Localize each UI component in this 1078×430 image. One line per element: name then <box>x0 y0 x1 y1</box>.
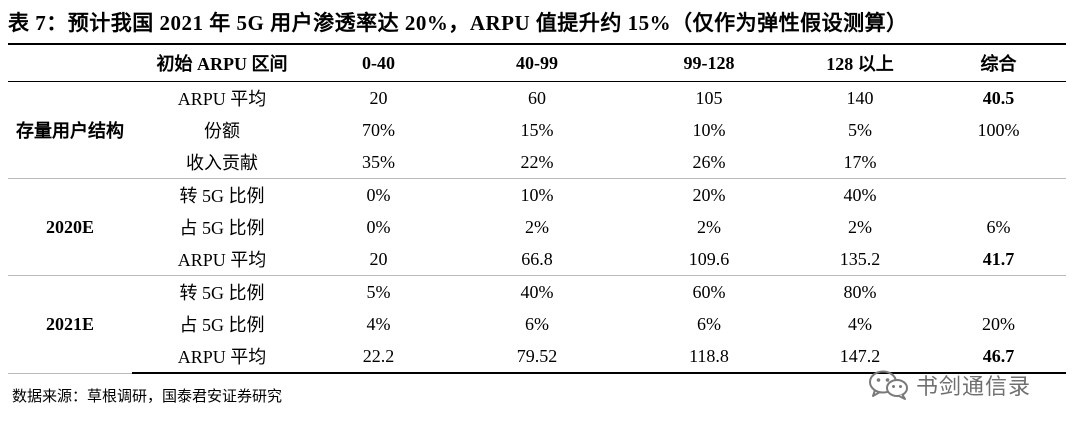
column-header: 0-40 <box>312 43 445 82</box>
table-row: ARPU 平均 22.2 79.52 118.8 147.2 46.7 <box>8 340 1066 374</box>
total-cell: 40.5 <box>982 87 1015 108</box>
value-cell: 26% <box>629 146 789 179</box>
value-cell: 10% <box>520 184 554 205</box>
wechat-icon <box>869 370 908 400</box>
total-cell: 46.7 <box>931 340 1066 374</box>
value-cell: 0% <box>366 216 391 237</box>
table-row: 2021E 转 5G 比例 5% 40% 60% 80% <box>8 275 1066 374</box>
value-cell: 6% <box>697 313 721 334</box>
watermark-text: 书剑通信录 <box>916 375 1032 400</box>
value-cell: 22.2 <box>312 340 445 374</box>
value-cell: 35% <box>312 146 445 179</box>
value-cell: 40% <box>843 184 877 205</box>
value-cell: 70% <box>362 119 395 140</box>
metric-label: ARPU 平均 <box>177 89 267 109</box>
header-row: 初始 ARPU 区间 0-40 40-99 99-128 128 以上 综合 <box>8 43 1066 82</box>
column-header: 128 以上 <box>789 43 931 82</box>
value-cell: 20% <box>692 184 726 205</box>
metric-label: ARPU 平均 <box>132 243 312 276</box>
value-cell: 0% <box>366 184 391 205</box>
value-cell: 60% <box>692 281 726 302</box>
column-header: 初始 ARPU 区间 <box>132 43 312 82</box>
value-cell: 2% <box>697 216 721 237</box>
group-label: 2021E <box>8 275 132 374</box>
table-row: ARPU 平均 20 66.8 109.6 135.2 41.7 <box>8 243 1066 276</box>
value-cell: 40% <box>520 281 554 302</box>
value-cell: 147.2 <box>789 340 931 374</box>
value-cell: 2% <box>525 216 549 237</box>
column-header <box>8 43 132 82</box>
total-cell: 41.7 <box>931 243 1066 276</box>
value-cell: 79.52 <box>445 340 629 374</box>
value-cell: 60 <box>528 87 546 108</box>
total-cell <box>931 276 1066 309</box>
column-header: 综合 <box>931 43 1066 82</box>
total-cell <box>931 179 1066 212</box>
column-header: 40-99 <box>445 43 629 82</box>
value-cell: 15% <box>520 119 554 140</box>
value-cell: 4% <box>366 313 391 334</box>
data-table: 初始 ARPU 区间 0-40 40-99 99-128 128 以上 综合 存量用户结构 A… <box>8 43 1066 374</box>
value-cell: 22% <box>445 146 629 179</box>
table-row: 占 5G 比例 0% 2% 2% 2% 6% <box>8 211 1066 243</box>
metric-label: 收入贡献 <box>132 146 312 179</box>
watermark: 书剑通信录 <box>868 368 1031 402</box>
value-cell: 17% <box>789 146 931 179</box>
value-cell: 105 <box>695 87 723 108</box>
source-note: 数据来源：草根调研，国泰君安证券研究 <box>12 389 283 405</box>
metric-label: 转 5G 比例 <box>179 283 265 303</box>
value-cell: 4% <box>848 313 872 334</box>
value-cell: 6% <box>525 313 549 334</box>
table-row: 占 5G 比例 4% 6% 6% 4% 20% <box>8 308 1066 340</box>
total-cell: 6% <box>986 216 1011 237</box>
total-cell <box>931 146 1066 179</box>
metric-label: 份额 <box>204 121 240 141</box>
value-cell: 80% <box>843 281 877 302</box>
value-cell: 109.6 <box>629 243 789 276</box>
table-row: 2020E 转 5G 比例 0% 10% 20% 40% <box>8 178 1066 276</box>
value-cell: 5% <box>848 119 872 140</box>
value-cell: 20 <box>369 87 388 108</box>
value-cell: 5% <box>366 281 391 302</box>
table-row: 存量用户结构 ARPU 平均 20 60 105 140 40.5 <box>8 81 1066 179</box>
metric-label: ARPU 平均 <box>132 340 312 374</box>
group-label: 2020E <box>8 178 132 276</box>
metric-label: 转 5G 比例 <box>179 186 265 206</box>
column-header: 99-128 <box>629 43 789 82</box>
value-cell: 66.8 <box>445 243 629 276</box>
group-label: 存量用户结构 <box>8 81 132 179</box>
metric-label: 占 5G 比例 <box>179 315 265 335</box>
metric-label: 占 5G 比例 <box>179 218 265 238</box>
table-row: 收入贡献 35% 22% 26% 17% <box>8 146 1066 179</box>
table-title: 表 7：预计我国 2021 年 5G 用户渗透率达 20%，ARPU 值提升约 … <box>8 11 908 35</box>
value-cell: 20 <box>312 243 445 276</box>
total-cell: 100% <box>977 119 1020 140</box>
value-cell: 10% <box>692 119 726 140</box>
table-row: 份额 70% 15% 10% 5% 100% <box>8 114 1066 146</box>
value-cell: 2% <box>848 216 872 237</box>
value-cell: 118.8 <box>629 340 789 374</box>
value-cell: 140 <box>846 87 874 108</box>
value-cell: 135.2 <box>789 243 931 276</box>
total-cell: 20% <box>982 313 1015 334</box>
